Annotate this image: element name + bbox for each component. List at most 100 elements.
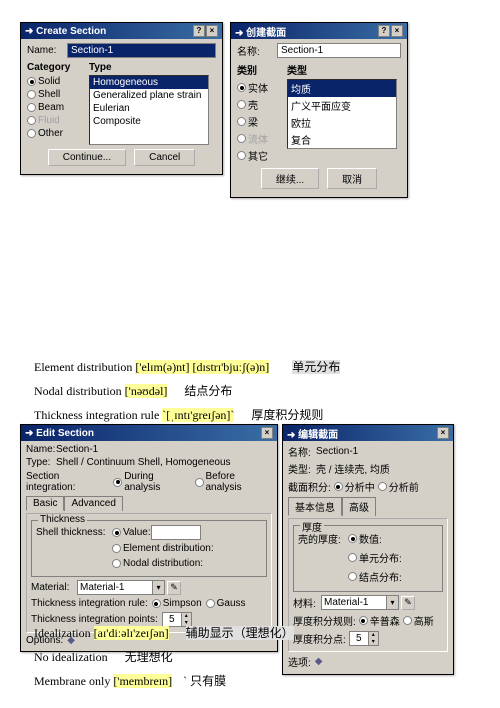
type-item[interactable]: Homogeneous: [90, 76, 208, 89]
titlebar: ➜ 编辑截面 ×: [283, 425, 453, 441]
term-no-idealization: No idealization 无理想化: [34, 648, 173, 665]
type-item[interactable]: 均质: [288, 80, 396, 97]
type-item[interactable]: 欧拉: [288, 114, 396, 131]
category-beam[interactable]: Beam: [27, 102, 83, 113]
cancel-button[interactable]: 取消: [327, 168, 377, 189]
name-label: 名称:: [237, 43, 277, 58]
thickness-element-dist[interactable]: Element distribution:: [112, 543, 214, 554]
shell-thickness-label: Shell thickness:: [36, 527, 112, 538]
window-controls: ? ×: [193, 25, 218, 37]
rule-simpson[interactable]: Simpson: [152, 598, 202, 609]
type-item[interactable]: Generalized plane strain: [90, 89, 208, 102]
section-integration-label: 截面积分:: [288, 479, 331, 494]
close-icon[interactable]: ×: [261, 427, 273, 439]
create-section-dialog-en: ➜ Create Section ? × Name: Section-1 Cat…: [20, 22, 223, 175]
material-label: Material:: [31, 582, 77, 593]
close-icon[interactable]: ×: [206, 25, 218, 37]
category-shell[interactable]: 壳: [237, 97, 281, 112]
type-listbox[interactable]: 均质 广义平面应变 欧拉 复合: [287, 79, 397, 149]
category-shell[interactable]: Shell: [27, 89, 83, 100]
thickness-element-dist[interactable]: 单元分布:: [348, 550, 402, 565]
edit-section-dialog-zh: ➜ 编辑截面 × 名称:Section-1 类型:壳 / 连续壳, 均质 截面积…: [282, 424, 454, 675]
term-nodal-distribution: Nodal distribution ['nəʊdəl] 结点分布: [34, 382, 232, 399]
help-icon[interactable]: ?: [378, 25, 390, 37]
rule-gauss[interactable]: Gauss: [206, 598, 246, 609]
category-solid[interactable]: Solid: [27, 76, 83, 87]
category-fluid: Fluid: [27, 115, 83, 126]
category-fluid: 流体: [237, 131, 281, 146]
integration-during[interactable]: 分析中: [334, 479, 375, 494]
category-header: 类别: [237, 62, 281, 77]
category-other[interactable]: Other: [27, 128, 83, 139]
close-icon[interactable]: ×: [391, 25, 403, 37]
titlebar: ➜ Create Section ? ×: [21, 23, 222, 39]
continue-button[interactable]: Continue...: [48, 149, 126, 166]
help-icon[interactable]: ?: [193, 25, 205, 37]
tab-advanced[interactable]: Advanced: [64, 496, 122, 511]
thickness-header: 厚度: [300, 519, 324, 534]
window-controls: ? ×: [378, 25, 403, 37]
thickness-value[interactable]: 数值:: [348, 531, 382, 546]
name-label: 名称:: [288, 444, 316, 459]
term-element-distribution: Element distribution ['elɪm(ə)nt] [dɪstr…: [34, 358, 340, 375]
options-icon[interactable]: ◆: [315, 656, 323, 667]
window-controls: ×: [437, 427, 449, 439]
type-header: 类型: [287, 62, 397, 77]
type-label: 类型:: [288, 461, 316, 476]
thickness-nodal-dist[interactable]: Nodal distribution:: [112, 558, 203, 569]
name-value: Section-1: [316, 446, 358, 457]
category-solid[interactable]: 实体: [237, 80, 281, 95]
titlebar: ➜ Edit Section ×: [21, 425, 277, 441]
thickness-rule-label: 厚度积分规则:: [293, 613, 356, 628]
name-label: Name:: [26, 444, 56, 455]
category-beam[interactable]: 梁: [237, 114, 281, 129]
thickness-value[interactable]: Value:: [112, 527, 151, 538]
rule-simpson[interactable]: 辛普森: [359, 613, 400, 628]
tab-strip: Basic Advanced: [26, 496, 272, 511]
term-idealization: Idealization [aɪ'diːəlɪ'zeɪʃən] 辅助显示（理想化…: [34, 624, 294, 641]
create-section-dialog-zh: ➜ 创建截面 ? × 名称: Section-1 类别 实体 壳 梁 流体 其它…: [230, 22, 408, 198]
material-combo[interactable]: Material-1▾: [77, 580, 165, 595]
type-header: Type: [89, 62, 209, 73]
dialog-title: 创建截面: [246, 28, 286, 39]
close-icon[interactable]: ×: [437, 427, 449, 439]
thickness-header: Thickness: [38, 514, 87, 525]
integration-during[interactable]: During analysis: [113, 471, 190, 493]
name-input[interactable]: Section-1: [67, 43, 216, 58]
section-integration-label: Section integration:: [26, 471, 109, 493]
type-listbox[interactable]: Homogeneous Generalized plane strain Eul…: [89, 75, 209, 145]
type-item[interactable]: 广义平面应变: [288, 97, 396, 114]
type-value: 壳 / 连续壳, 均质: [316, 461, 390, 476]
integration-before[interactable]: Before analysis: [195, 471, 272, 493]
rule-gauss[interactable]: 高斯: [403, 613, 434, 628]
integration-points-label: 厚度积分点:: [293, 631, 346, 646]
chevron-down-icon: ▾: [386, 596, 398, 609]
material-edit-icon[interactable]: ✎: [167, 581, 181, 595]
material-combo[interactable]: Material-1▾: [321, 595, 399, 610]
category-other[interactable]: 其它: [237, 148, 281, 163]
dialog-title: Edit Section: [36, 428, 94, 439]
integration-before[interactable]: 分析前: [378, 479, 419, 494]
window-controls: ×: [261, 427, 273, 439]
type-item[interactable]: Composite: [90, 115, 208, 128]
type-label: Type:: [26, 457, 56, 468]
integration-points-spinner[interactable]: 5▴▾: [349, 631, 379, 646]
tab-basic[interactable]: 基本信息: [288, 497, 342, 516]
edit-section-dialog-en: ➜ Edit Section × Name:Section-1 Type:She…: [20, 424, 278, 652]
type-value: Shell / Continuum Shell, Homogeneous: [56, 457, 231, 468]
spin-down-icon[interactable]: ▾: [368, 639, 378, 646]
term-thickness-integration-rule: Thickness integration rule `[ˌɪntɪ'greɪʃ…: [34, 406, 323, 423]
name-input[interactable]: Section-1: [277, 43, 401, 58]
thickness-rule-label: Thickness integration rule:: [31, 598, 148, 609]
thickness-nodal-dist[interactable]: 结点分布:: [348, 569, 402, 584]
thickness-value-input[interactable]: [151, 525, 201, 540]
tab-basic[interactable]: Basic: [26, 496, 64, 511]
type-item[interactable]: Eulerian: [90, 102, 208, 115]
name-value: Section-1: [56, 444, 98, 455]
material-edit-icon[interactable]: ✎: [401, 596, 415, 610]
continue-button[interactable]: 继续...: [261, 168, 319, 189]
tab-advanced[interactable]: 高级: [342, 497, 376, 516]
type-item[interactable]: 复合: [288, 131, 396, 148]
cancel-button[interactable]: Cancel: [134, 149, 195, 166]
titlebar: ➜ 创建截面 ? ×: [231, 23, 407, 39]
